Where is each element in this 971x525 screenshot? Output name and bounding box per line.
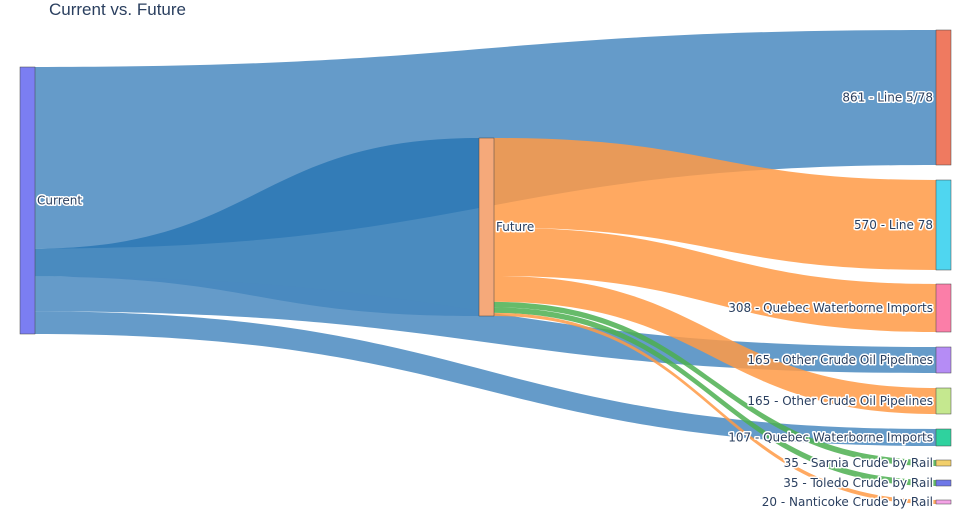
node-sarnia[interactable] [935,459,952,467]
link-current-quebec107[interactable] [35,311,936,446]
link-future-nanticoke[interactable] [494,312,936,504]
node-label-current: Current [37,194,82,208]
link-future-toledo[interactable] [494,307,936,486]
node-quebec107[interactable] [935,428,952,447]
node-label-other165a: 165 - Other Crude Oil Pipelines [747,353,933,367]
link-future-line78[interactable] [494,138,936,270]
node-future[interactable] [478,137,495,317]
node-label-future: Future [496,220,534,234]
node-current[interactable] [19,66,36,335]
link-future-quebec308[interactable] [494,227,936,332]
chart-title: Current vs. Future [49,0,186,19]
node-toledo[interactable] [935,479,952,487]
link-current-future[interactable] [35,138,479,316]
node-label-quebec107: 107 - Quebec Waterborne Imports [728,431,933,445]
node-label-nanticoke: 20 - Nanticoke Crude by Rail [762,495,933,509]
link-future-other165b[interactable] [494,275,936,414]
link-future-sarnia[interactable] [494,301,936,466]
node-line578[interactable] [935,29,952,166]
node-label-quebec308: 308 - Quebec Waterborne Imports [728,301,933,315]
node-other165b[interactable] [935,387,952,415]
node-other165a[interactable] [935,346,952,374]
node-label-line578: 861 - Line 5/78 [842,91,933,105]
node-line78[interactable] [935,179,952,271]
node-label-toledo: 35 - Toledo Crude by Rail [783,476,933,490]
node-nanticoke[interactable] [935,499,952,505]
sankey-nodes: Current Future 861 - Line 5/78 570 - Line 7… [19,29,952,511]
node-label-sarnia: 35 - Sarnia Crude by Rail [784,456,933,470]
node-quebec308[interactable] [935,283,952,333]
node-label-line78: 570 - Line 78 [854,218,933,232]
node-label-other165b: 165 - Other Crude Oil Pipelines [747,394,933,408]
